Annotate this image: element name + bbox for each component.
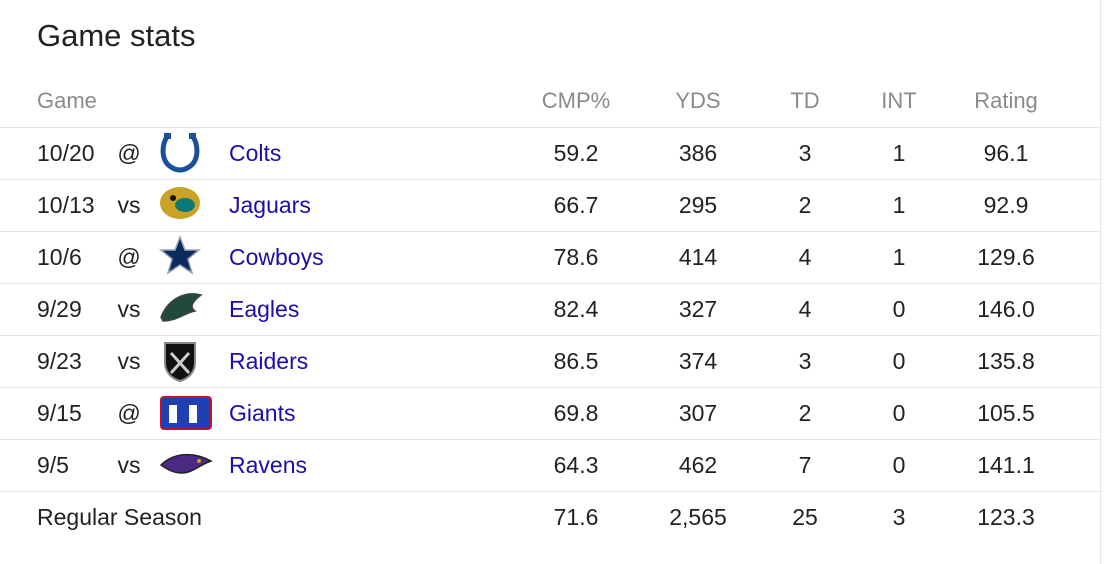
- stat-value: 0: [892, 348, 906, 374]
- row-divider: [0, 387, 1100, 388]
- stat-value: 1: [892, 140, 906, 166]
- total-value: 3: [892, 504, 906, 530]
- total-value: 123.3: [977, 504, 1035, 530]
- stat-value: 327: [678, 296, 718, 322]
- stat-value: 82.4: [553, 296, 599, 322]
- team-link[interactable]: Raiders: [229, 348, 309, 374]
- game-date: 9/29: [37, 296, 82, 322]
- team-link[interactable]: Eagles: [229, 296, 300, 322]
- stat-value: 4: [798, 244, 812, 270]
- stat-value: 86.5: [553, 348, 599, 374]
- stat-value: 1: [892, 244, 906, 270]
- stat-value: 129.6: [977, 244, 1035, 270]
- home-away: vs: [117, 192, 141, 218]
- stat-value: 462: [678, 452, 718, 478]
- stat-value: 92.9: [983, 192, 1029, 218]
- column-header: YDS: [675, 88, 721, 113]
- team-logo: [164, 342, 196, 383]
- stat-value: 374: [678, 348, 718, 374]
- stat-value: 2: [798, 400, 812, 426]
- game-date: 9/5: [37, 452, 69, 478]
- stat-value: 414: [678, 244, 718, 270]
- home-away: @: [117, 140, 141, 166]
- stat-value: 386: [678, 140, 718, 166]
- team-logo: [160, 293, 203, 322]
- stat-value: 3: [798, 140, 812, 166]
- stat-value: 64.3: [553, 452, 599, 478]
- stat-value: 0: [892, 296, 906, 322]
- total-label: Regular Season: [37, 504, 202, 530]
- row-divider: [0, 231, 1100, 232]
- game-date: 10/13: [37, 192, 95, 218]
- team-logo: [159, 453, 213, 474]
- game-date: 9/23: [37, 348, 82, 374]
- team-logo: [160, 187, 200, 219]
- game-date: 10/6: [37, 244, 82, 270]
- team-link[interactable]: Ravens: [229, 452, 307, 478]
- row-divider: [0, 283, 1100, 284]
- stat-value: 3: [798, 348, 812, 374]
- home-away: @: [117, 244, 141, 270]
- stat-value: 96.1: [983, 140, 1029, 166]
- row-divider: [0, 439, 1100, 440]
- row-divider: [0, 491, 1100, 492]
- stat-value: 307: [678, 400, 718, 426]
- row-divider: [0, 127, 1100, 128]
- stat-value: 105.5: [977, 400, 1035, 426]
- stat-value: 146.0: [977, 296, 1035, 322]
- row-divider: [0, 335, 1100, 336]
- stat-value: 141.1: [977, 452, 1035, 478]
- team-link[interactable]: Jaguars: [229, 192, 311, 218]
- row-divider: [0, 179, 1100, 180]
- home-away: @: [117, 400, 141, 426]
- stat-value: 4: [798, 296, 812, 322]
- stat-value: 295: [678, 192, 718, 218]
- team-link[interactable]: Cowboys: [229, 244, 324, 270]
- stat-value: 69.8: [553, 400, 599, 426]
- column-header: INT: [881, 88, 917, 113]
- column-header: Game: [37, 88, 97, 113]
- column-header: TD: [790, 88, 820, 113]
- total-value: 71.6: [553, 504, 599, 530]
- stat-value: 2: [798, 192, 812, 218]
- team-link[interactable]: Colts: [229, 140, 282, 166]
- home-away: vs: [117, 348, 141, 374]
- team-logo: [160, 396, 212, 430]
- stat-value: 59.2: [553, 140, 599, 166]
- team-logo: [159, 235, 202, 275]
- stat-value: 0: [892, 452, 906, 478]
- total-value: 2,565: [669, 504, 727, 530]
- column-header: Rating: [974, 88, 1038, 113]
- stat-value: 0: [892, 400, 906, 426]
- stat-value: 7: [798, 452, 812, 478]
- total-value: 25: [792, 504, 818, 530]
- team-logo: [160, 133, 200, 173]
- team-link[interactable]: Giants: [229, 400, 296, 426]
- game-date: 10/20: [37, 140, 95, 166]
- home-away: vs: [117, 296, 141, 322]
- card-title: Game stats: [37, 18, 196, 53]
- stat-value: 135.8: [977, 348, 1035, 374]
- stat-value: 66.7: [553, 192, 599, 218]
- game-date: 9/15: [37, 400, 82, 426]
- home-away: vs: [117, 452, 141, 478]
- stat-value: 1: [892, 192, 906, 218]
- column-header: CMP%: [541, 88, 611, 113]
- stat-value: 78.6: [553, 244, 599, 270]
